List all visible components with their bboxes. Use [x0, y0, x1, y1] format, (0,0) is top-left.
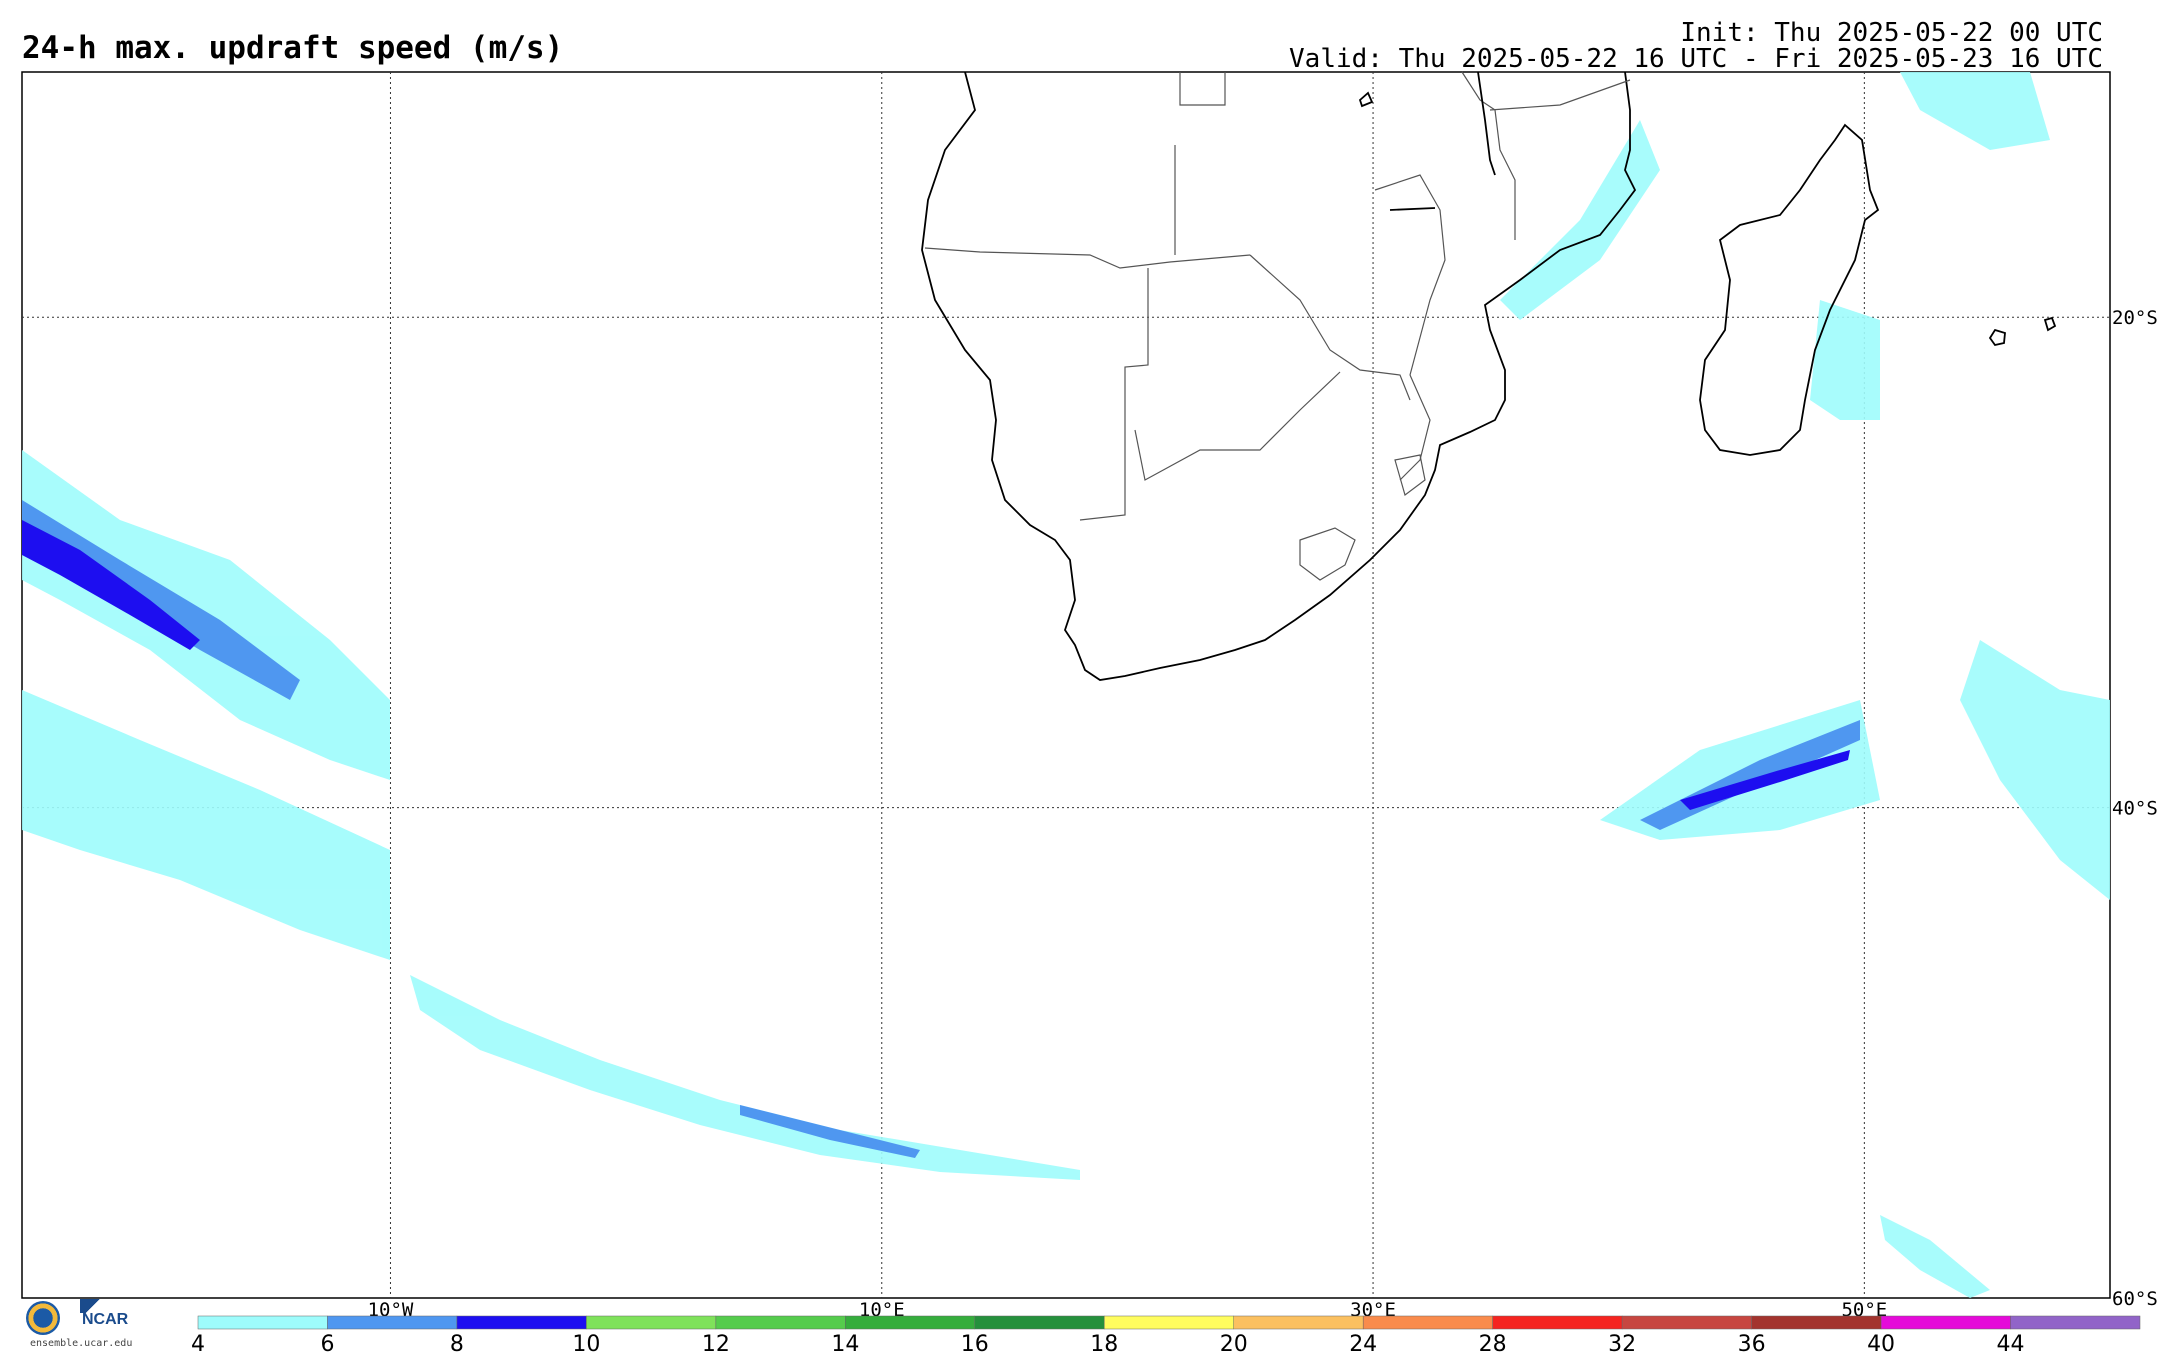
- border-angola-namibia: [924, 247, 1251, 269]
- colorbar-segment-1: [327, 1315, 458, 1330]
- colorbar-segment-0: [197, 1315, 328, 1330]
- ncar-logo-icon: [80, 1299, 106, 1313]
- colorbar-tick-8: 20: [1220, 1332, 1248, 1354]
- swath-madagascar: [1810, 300, 1880, 420]
- colorbar-segment-8: [1233, 1315, 1364, 1330]
- reunion-island: [1988, 328, 2006, 347]
- swath-mozambique: [1500, 120, 1660, 320]
- updraft-shading: [22, 72, 2110, 1298]
- border-zambia-zimbabwe: [1249, 254, 1411, 401]
- lake-malawi: [1477, 71, 1496, 176]
- colorbar-tick-labels: 4 6 8 10 12 14 16 18 20 24 28 32 36 40 44: [191, 1332, 2025, 1354]
- swath-northeast: [1900, 72, 2050, 150]
- latitude-labels: 20°S 40°S 60°S: [2112, 307, 2158, 1310]
- lakes: [1358, 71, 1496, 211]
- lon-label-0: 10°W: [368, 1299, 414, 1321]
- lon-label-3: 50°E: [1841, 1299, 1887, 1321]
- colorbar-segment-6: [974, 1315, 1105, 1330]
- swath-west-2: [22, 690, 390, 960]
- colorbar-tick-14: 44: [1997, 1332, 2025, 1354]
- lon-label-2: 30°E: [1350, 1299, 1396, 1321]
- swath-east-2: [1960, 640, 2110, 900]
- border-botswana-southafrica: [1134, 371, 1341, 481]
- colorbar-segment-14: [2010, 1315, 2141, 1330]
- colorbar-segment-3: [586, 1315, 717, 1330]
- logos: NCAR: [22, 1297, 162, 1353]
- border-namibia-botswana: [1079, 268, 1149, 521]
- madagascar-coastline: [1699, 123, 1880, 456]
- colorbar-tick-11: 32: [1608, 1332, 1636, 1354]
- colorbar-segment-12: [1751, 1315, 1882, 1330]
- africa-coastline: [921, 71, 1637, 681]
- swath-south: [410, 975, 1080, 1180]
- colorbar-segment-13: [1880, 1315, 2011, 1330]
- forecast-times: Init: Thu 2025-05-22 00 UTC Valid: Thu 2…: [1289, 20, 2103, 72]
- ncar-logo-text: NCAR: [82, 1311, 129, 1328]
- colorbar-tick-10: 28: [1479, 1332, 1507, 1354]
- colorbar-tick-5: 14: [831, 1332, 859, 1354]
- country-borders: [924, 71, 1631, 581]
- colorbar-tick-9: 24: [1349, 1332, 1377, 1354]
- coastlines: [921, 71, 2057, 681]
- valid-time: Valid: Thu 2025-05-22 16 UTC - Fri 2025-…: [1289, 44, 2103, 74]
- colorbar-tick-3: 10: [572, 1332, 600, 1354]
- border-drc: [1179, 72, 1226, 106]
- credit-url: ensemble.ucar.edu: [30, 1338, 133, 1349]
- colorbar-tick-1: 6: [320, 1332, 334, 1354]
- colorbar-segment-10: [1492, 1315, 1623, 1330]
- colorbar: [197, 1315, 2141, 1330]
- colorbar-segment-7: [1104, 1315, 1234, 1330]
- colorbar-tick-6: 16: [961, 1332, 989, 1354]
- lat-label-1: 40°S: [2112, 798, 2158, 820]
- swath-west-core: [22, 500, 300, 700]
- mauritius-island: [2043, 316, 2057, 332]
- border-malawi-mozambique: [1374, 174, 1446, 376]
- swath-southeast: [1880, 1215, 1990, 1298]
- colorbar-segment-9: [1362, 1315, 1493, 1330]
- longitude-labels: 10°W 10°E 30°E 50°E: [368, 1299, 1888, 1321]
- colorbar-tick-4: 12: [702, 1332, 730, 1354]
- colorbar-segment-4: [715, 1315, 846, 1330]
- lon-label-1: 10°E: [859, 1299, 905, 1321]
- colorbar-tick-7: 18: [1090, 1332, 1118, 1354]
- lake-kariba: [1389, 207, 1436, 211]
- colorbar-tick-2: 8: [450, 1332, 464, 1354]
- border-mozambique: [1399, 374, 1431, 481]
- swath-west-strong: [22, 520, 200, 650]
- border-tanzania: [1489, 79, 1631, 111]
- eswatini-border: [1394, 454, 1426, 497]
- lesotho-border: [1299, 527, 1356, 581]
- colorbar-segment-5: [845, 1315, 976, 1330]
- nsf-logo: [26, 1301, 60, 1335]
- swath-east-strong: [1680, 750, 1850, 810]
- colorbar-tick-13: 40: [1867, 1332, 1895, 1354]
- swath-south-core: [740, 1105, 920, 1158]
- map-title: 24-h max. updraft speed (m/s): [22, 30, 564, 66]
- colorbar-segment-11: [1621, 1315, 1752, 1330]
- border-tanzania-mozambique: [1461, 71, 1516, 240]
- colorbar-tick-0: 4: [191, 1332, 205, 1354]
- colorbar-segment-2: [456, 1315, 587, 1330]
- lake-mweru: [1358, 91, 1374, 108]
- lat-label-0: 20°S: [2112, 307, 2158, 329]
- init-time: Init: Thu 2025-05-22 00 UTC: [1680, 18, 2103, 48]
- lat-label-2: 60°S: [2112, 1288, 2158, 1310]
- colorbar-tick-12: 36: [1738, 1332, 1766, 1354]
